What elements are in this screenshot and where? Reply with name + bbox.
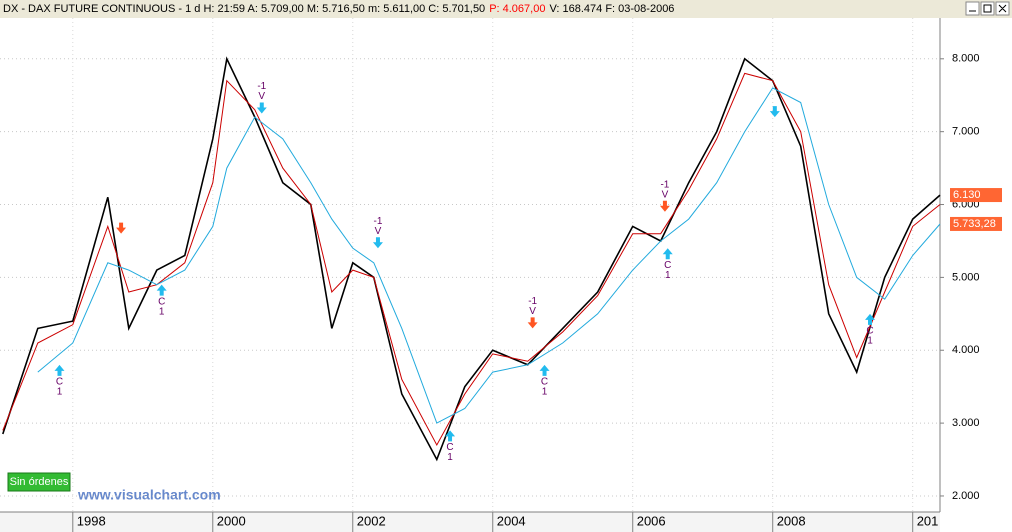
x-tick-label: 2008 <box>777 513 806 528</box>
signal-label: V <box>258 91 265 102</box>
signal-qty: -1 <box>374 216 383 227</box>
x-tick-label: 2006 <box>637 513 666 528</box>
price-tag <box>950 216 1002 231</box>
signal-qty: 1 <box>159 306 165 317</box>
buy-arrow <box>54 364 65 376</box>
y-tick-label: 8.000 <box>952 53 980 65</box>
x-tick-label: 2002 <box>357 513 386 528</box>
series-line <box>2 72 941 447</box>
y-tick-label: 5.000 <box>952 271 980 283</box>
price-tag-label: 5.733,28 <box>953 218 996 230</box>
sell-arrow <box>116 222 127 234</box>
buy-arrow <box>539 364 550 376</box>
sell-arrow <box>256 102 267 114</box>
header-segment: DX - DAX FUTURE CONTINUOUS - 1 d H: 21:5… <box>3 3 485 15</box>
header-text: DX - DAX FUTURE CONTINUOUS - 1 d H: 21:5… <box>3 3 674 15</box>
signal-qty: 1 <box>665 270 671 281</box>
orders-button-label: Sin órdenes <box>10 476 69 488</box>
window-buttons <box>965 1 1010 16</box>
signal-qty: 1 <box>867 335 873 346</box>
header-bar <box>0 0 1012 18</box>
x-tick-label: 1998 <box>77 513 106 528</box>
minimize-button[interactable] <box>965 1 980 16</box>
signal-label: C <box>541 376 548 387</box>
x-tick-label: 2004 <box>497 513 526 528</box>
y-axis-panel <box>940 18 1012 532</box>
buy-arrow <box>445 430 456 442</box>
series-line <box>37 87 941 424</box>
x-axis-panel <box>0 512 940 532</box>
signal-label: C <box>56 376 63 387</box>
header-segment: P: 4.067,00 <box>489 3 545 15</box>
y-tick-label: 2.000 <box>952 490 980 502</box>
x-tick-label: 201 <box>917 513 939 528</box>
signal-qty: 1 <box>447 452 453 463</box>
orders-button[interactable] <box>7 472 71 492</box>
price-tag <box>950 188 1002 203</box>
buy-arrow <box>156 284 167 296</box>
buy-arrow <box>662 248 673 260</box>
signal-label: C <box>446 442 453 453</box>
signal-qty: -1 <box>660 179 669 190</box>
signal-label: C <box>866 325 873 336</box>
signal-qty: 1 <box>542 386 548 397</box>
x-tick-label: 2000 <box>217 513 246 528</box>
price-tag-label: 6.130 <box>953 189 981 201</box>
window-icons <box>969 4 1007 13</box>
sell-arrow <box>659 200 670 212</box>
y-tick-label: 4.000 <box>952 344 980 356</box>
signal-label: V <box>529 306 536 317</box>
y-tick-label: 7.000 <box>952 126 980 138</box>
buy-arrow <box>865 313 876 325</box>
y-tick-label: 3.000 <box>952 417 980 429</box>
signal-qty: -1 <box>257 81 266 92</box>
signal-label: C <box>664 260 671 271</box>
maximize-button[interactable] <box>980 1 995 16</box>
signal-label: C <box>158 296 165 307</box>
series-line <box>2 56 941 462</box>
sell-arrow <box>527 317 538 329</box>
watermark: www.visualchart.com <box>77 487 221 503</box>
header-segment: V: 168.474 F: 03-08-2006 <box>549 3 674 15</box>
signal-label: V <box>662 189 669 200</box>
sell-arrow <box>372 237 383 249</box>
signal-qty: -1 <box>528 296 537 307</box>
signal-qty: 1 <box>57 386 63 397</box>
signal-label: V <box>375 226 382 237</box>
sell-arrow <box>769 106 780 118</box>
